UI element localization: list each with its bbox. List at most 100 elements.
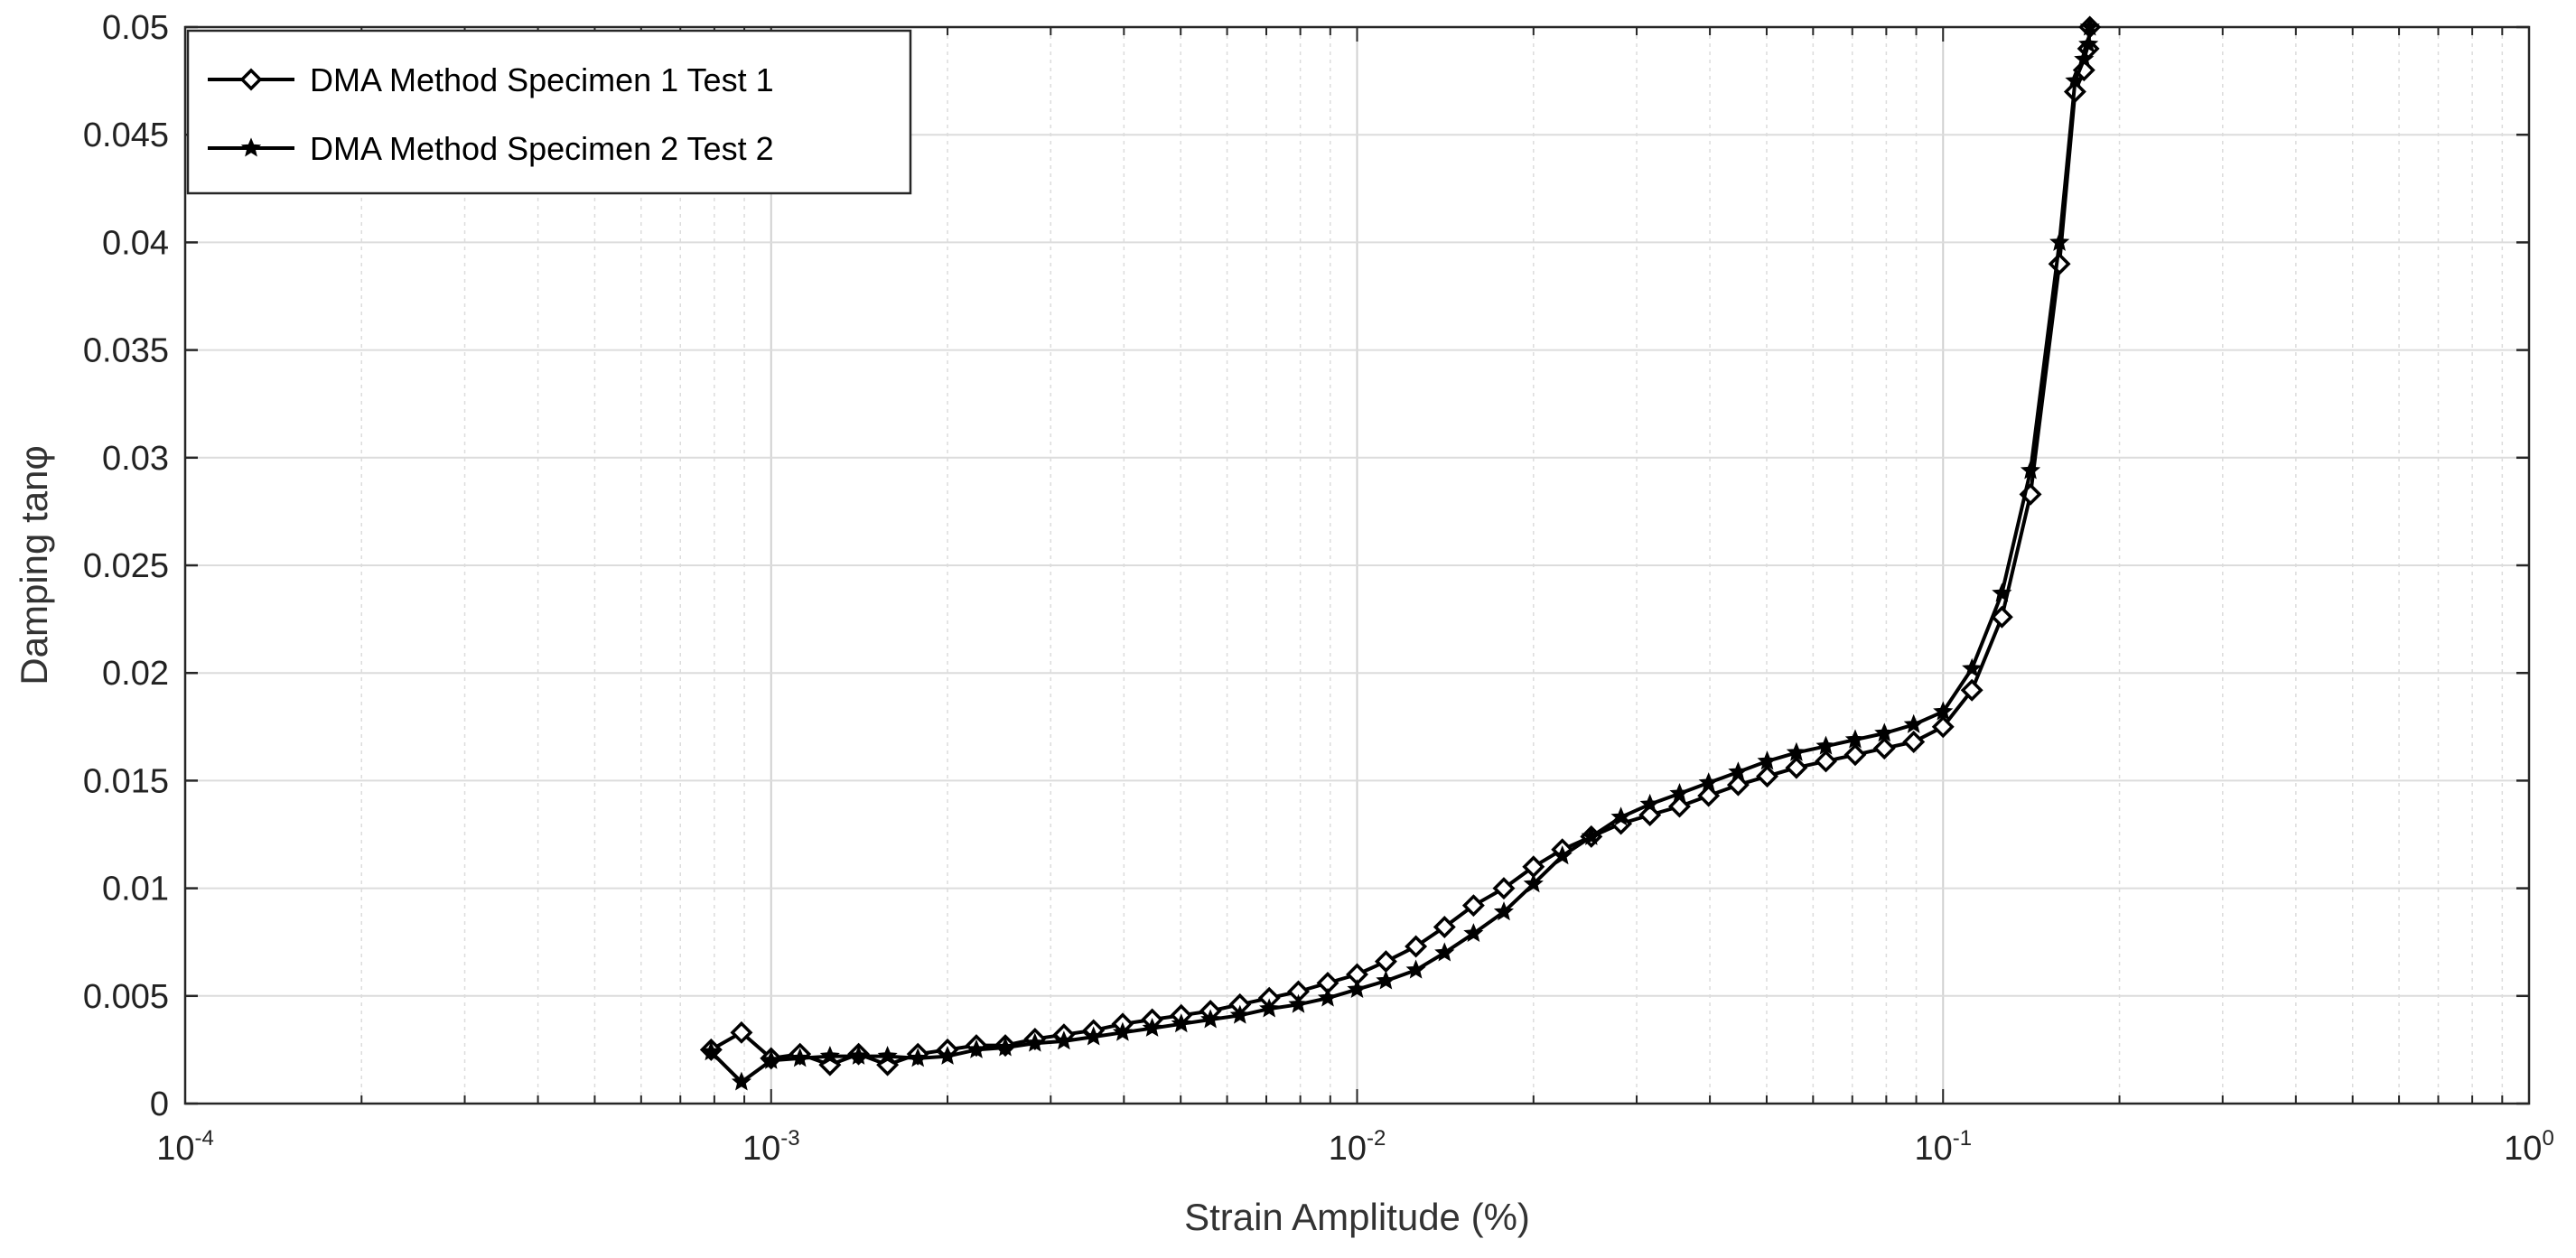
series-2-point	[1903, 713, 1924, 733]
series-2-point	[995, 1037, 1016, 1057]
y-tick-label: 0	[150, 1086, 169, 1123]
series-2-point	[1815, 735, 1836, 755]
x-tick-exponent: 0	[2542, 1126, 2553, 1151]
series-2-point	[1933, 701, 1954, 721]
y-tick-label: 0.02	[102, 655, 169, 693]
series-1-point	[730, 1020, 753, 1044]
x-tick-label: 10-1	[1914, 1126, 1972, 1168]
series-1-point	[1872, 737, 1896, 760]
series-1-point	[1667, 795, 1691, 818]
series-1-point	[1405, 935, 1428, 958]
y-tick-label: 0.035	[83, 332, 169, 370]
x-tick-base: 10	[1914, 1130, 1952, 1168]
series-1-point	[1433, 916, 1456, 938]
series-2	[701, 16, 2100, 1091]
y-axis-title: Damping tanφ	[13, 445, 55, 685]
series-2-point	[1639, 793, 1660, 814]
legend-entry-label: DMA Method Specimen 2 Test 2	[310, 130, 774, 167]
x-tick-label: 100	[2504, 1126, 2554, 1168]
series-2-point	[701, 1041, 722, 1061]
y-tick-label: 0.03	[102, 440, 169, 478]
series-2-point	[731, 1071, 752, 1091]
series-1-point	[1931, 715, 1955, 739]
y-tick-label: 0.025	[83, 547, 169, 585]
series-1-point	[1843, 743, 1867, 767]
series-2-point	[1844, 729, 1866, 749]
series-2-point	[1259, 998, 1280, 1018]
legend: DMA Method Specimen 1 Test 1 DMA Method S…	[186, 29, 912, 195]
series-2-point	[1698, 772, 1719, 792]
series-2-point	[908, 1048, 929, 1067]
series-2-point	[966, 1039, 987, 1058]
x-tick-base: 10	[2504, 1130, 2542, 1168]
series-2-point	[1083, 1026, 1104, 1046]
series-2-point	[819, 1045, 840, 1065]
x-tick-exponent: -1	[1953, 1126, 1972, 1151]
legend-swatch-marker	[240, 137, 262, 157]
axes	[183, 25, 2531, 1105]
series-2-point	[2065, 70, 2086, 90]
series-2-point	[1523, 873, 1544, 893]
x-tick-exponent: -2	[1367, 1126, 1386, 1151]
series-2-point	[1728, 761, 1749, 781]
series-1-point	[1697, 784, 1721, 807]
series-2-point	[1610, 806, 1631, 826]
series-2-point	[1434, 942, 1455, 962]
series-2-point	[1376, 970, 1396, 990]
series-2-point	[1171, 1013, 1191, 1033]
series-2-point	[2078, 33, 2099, 53]
series-2-point	[2074, 49, 2095, 69]
series-2-point	[848, 1045, 869, 1065]
series-2-point	[1757, 750, 1778, 770]
series-2-point	[761, 1049, 781, 1069]
series-2-point	[1288, 993, 1309, 1013]
series-1-point	[1461, 894, 1485, 918]
x-axis-title: Strain Amplitude (%)	[1184, 1196, 1530, 1238]
x-tick-exponent: -4	[194, 1126, 213, 1151]
series-2-point	[1142, 1017, 1162, 1037]
series-2-point	[789, 1048, 810, 1067]
series-2-point	[2049, 231, 2070, 251]
series-2-point	[1669, 783, 1690, 803]
series-2-point	[938, 1045, 958, 1065]
series-2-point	[2079, 16, 2100, 36]
series-1-point	[1815, 750, 1837, 773]
x-tick-exponent: -3	[780, 1126, 799, 1151]
series-2-point	[2020, 460, 2041, 480]
x-tick-label: 10-2	[1329, 1126, 1386, 1168]
series-1-point	[1960, 678, 1983, 702]
series-2-point	[1992, 582, 2012, 602]
series-2-point	[1874, 722, 1895, 742]
series-2-point	[1405, 959, 1426, 979]
y-tick-label: 0.01	[102, 871, 169, 909]
x-tick-base: 10	[742, 1130, 780, 1168]
y-tick-label: 0.005	[83, 978, 169, 1016]
series-2-point	[1786, 741, 1807, 761]
series-1-point	[1756, 765, 1778, 788]
series-1-point	[1902, 731, 1926, 753]
y-tick-label: 0.04	[102, 224, 169, 262]
series-2-point	[1317, 987, 1338, 1007]
x-tick-label: 10-3	[742, 1126, 800, 1168]
y-tick-label: 0.05	[102, 9, 169, 47]
series-1-point	[1785, 756, 1808, 779]
series-2-point	[1493, 901, 1514, 921]
series-2-point	[877, 1045, 898, 1065]
x-tick-base: 10	[156, 1130, 194, 1168]
series-2-point	[1200, 1009, 1221, 1029]
series-2-point	[1581, 825, 1601, 845]
y-tick-label: 0.015	[83, 762, 169, 800]
series-2-point	[1347, 978, 1367, 999]
y-tick-label: 0.045	[83, 116, 169, 154]
tick-labels: 0 0.005 0.01 0.015 0.02 0.025 0.03 0.035 0.04 0.0…	[83, 9, 2554, 1168]
series-2-point	[1962, 657, 1983, 677]
series-2-point	[1463, 923, 1484, 943]
series-2-point	[1112, 1021, 1134, 1041]
legend-box	[186, 29, 912, 195]
series-2-point	[1053, 1030, 1075, 1050]
series-1-point	[1492, 877, 1516, 900]
series-2-point	[1024, 1032, 1045, 1052]
x-tick-label: 10-4	[156, 1126, 214, 1168]
